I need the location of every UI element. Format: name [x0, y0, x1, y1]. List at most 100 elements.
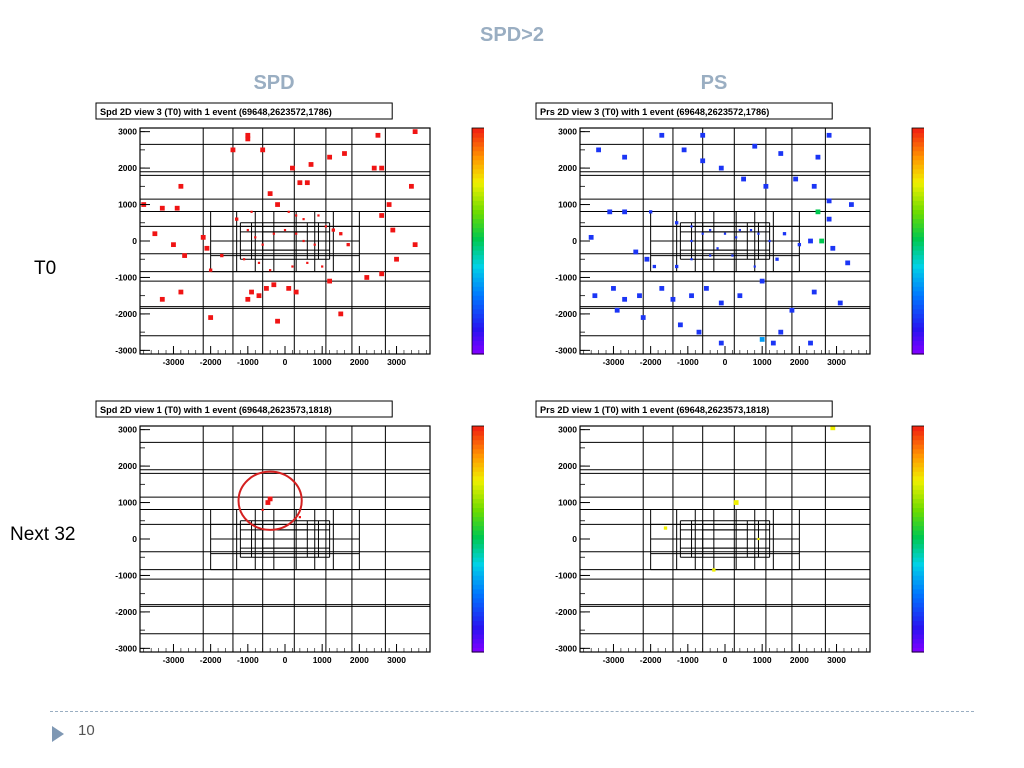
hit-cell — [845, 260, 851, 266]
hit-cell — [379, 165, 385, 171]
hit-cell — [249, 289, 254, 295]
y-tick-label: -3000 — [115, 345, 137, 355]
hit-cell — [611, 286, 616, 291]
x-tick-label: 0 — [723, 357, 728, 367]
y-tick-label: -2000 — [555, 607, 577, 617]
hit-cell — [327, 278, 333, 284]
hit-cell — [622, 296, 628, 302]
y-tick-label: 2000 — [558, 461, 577, 471]
x-tick-label: 3000 — [827, 655, 846, 665]
spd-column-heading: SPD — [253, 72, 295, 94]
hit-cell — [670, 296, 676, 302]
slide-title: SPD>2 — [480, 24, 544, 46]
hit-cell — [263, 286, 269, 291]
x-tick-label: -3000 — [603, 655, 625, 665]
hit-cell — [293, 289, 299, 295]
hit-cell — [681, 147, 687, 153]
hit-cell — [174, 205, 180, 211]
hit-cell — [295, 232, 298, 235]
y-tick-label: 2000 — [558, 163, 577, 173]
x-tick-label: 2000 — [350, 655, 369, 665]
x-tick-label: -3000 — [163, 655, 185, 665]
hit-cell — [659, 132, 665, 138]
y-tick-label: -1000 — [115, 570, 137, 580]
hit-cell — [331, 228, 336, 232]
hit-cell — [808, 238, 813, 244]
hit-cell — [208, 268, 213, 272]
hit-cell — [178, 289, 184, 295]
hit-cell — [304, 180, 310, 186]
hit-cell — [768, 239, 771, 243]
hit-cell — [735, 236, 738, 239]
hit-cell — [709, 228, 712, 232]
hit-cell — [306, 261, 309, 264]
hit-cell — [408, 183, 414, 189]
x-tick-label: 1000 — [313, 655, 332, 665]
hit-cell — [808, 340, 813, 346]
y-tick-label: 2000 — [118, 461, 137, 471]
hit-cell — [763, 183, 769, 189]
hit-cell — [200, 234, 206, 240]
y-tick-label: 1000 — [118, 200, 137, 210]
hit-cell — [412, 242, 418, 248]
hit-cell — [245, 132, 251, 138]
hit-cell — [637, 293, 642, 299]
hit-cell — [412, 129, 418, 135]
hit-cell — [592, 293, 598, 299]
hit-cell — [267, 496, 273, 502]
y-tick-label: 3000 — [118, 425, 137, 435]
hit-cell — [260, 147, 266, 153]
ps-t0-svg: Prs 2D view 3 (T0) with 1 event (69648,2… — [535, 102, 924, 367]
x-tick-label: 2000 — [790, 655, 809, 665]
svg-text:Prs 2D view 1 (T0) with 1 eve: Prs 2D view 1 (T0) with 1 event (69648,2… — [540, 405, 769, 415]
y-tick-label: 1000 — [118, 498, 137, 508]
spd-next32-svg: Spd 2D view 1 (T0) with 1 event (69648,2… — [95, 400, 484, 665]
hit-cell — [718, 165, 724, 171]
ps-t0-histogram: Prs 2D view 3 (T0) with 1 event (69648,2… — [534, 102, 924, 370]
t0-row-label: T0 — [34, 258, 57, 279]
y-tick-label: -3000 — [555, 345, 577, 355]
hit-cell — [830, 245, 836, 251]
hit-cell — [759, 278, 765, 284]
x-tick-label: -1000 — [237, 655, 259, 665]
y-tick-label: -3000 — [555, 643, 577, 653]
hit-cell — [811, 183, 817, 189]
x-tick-label: 1000 — [313, 357, 332, 367]
x-tick-label: 0 — [283, 655, 288, 665]
y-tick-label: 3000 — [558, 127, 577, 137]
hit-cell — [379, 271, 385, 277]
hit-cell — [286, 286, 292, 291]
hit-cell — [230, 147, 236, 153]
hit-cell — [716, 247, 719, 250]
hit-cell — [793, 176, 799, 182]
hit-cell — [308, 162, 314, 167]
hit-cell — [269, 269, 272, 272]
hit-cell — [364, 275, 370, 280]
hit-cell — [826, 132, 832, 138]
hit-cell — [663, 526, 668, 530]
x-tick-label: -2000 — [200, 655, 222, 665]
hit-cell — [815, 154, 821, 160]
hit-cell — [622, 154, 628, 160]
hit-cell — [245, 136, 251, 142]
hit-cell — [256, 293, 262, 299]
hit-cell — [689, 293, 694, 299]
y-tick-label: -2000 — [555, 309, 577, 319]
hit-cell — [159, 205, 165, 211]
hit-cell — [342, 151, 347, 156]
next32-row-label: Next 32 — [10, 524, 76, 545]
hit-cell — [171, 242, 176, 248]
hit-cell — [324, 225, 328, 228]
hit-cell — [778, 329, 784, 335]
hit-cell — [338, 311, 344, 317]
hit-cell — [242, 258, 246, 261]
histogram-title: Prs 2D view 3 (T0) with 1 event (69648,2… — [535, 102, 833, 120]
y-tick-label: 0 — [572, 534, 577, 544]
hit-cell — [375, 132, 381, 138]
x-tick-label: -3000 — [603, 357, 625, 367]
hit-cell — [652, 264, 657, 269]
hit-cell — [770, 340, 776, 346]
hit-cell — [826, 216, 832, 222]
x-tick-label: 3000 — [387, 655, 406, 665]
hit-cell — [208, 315, 214, 320]
